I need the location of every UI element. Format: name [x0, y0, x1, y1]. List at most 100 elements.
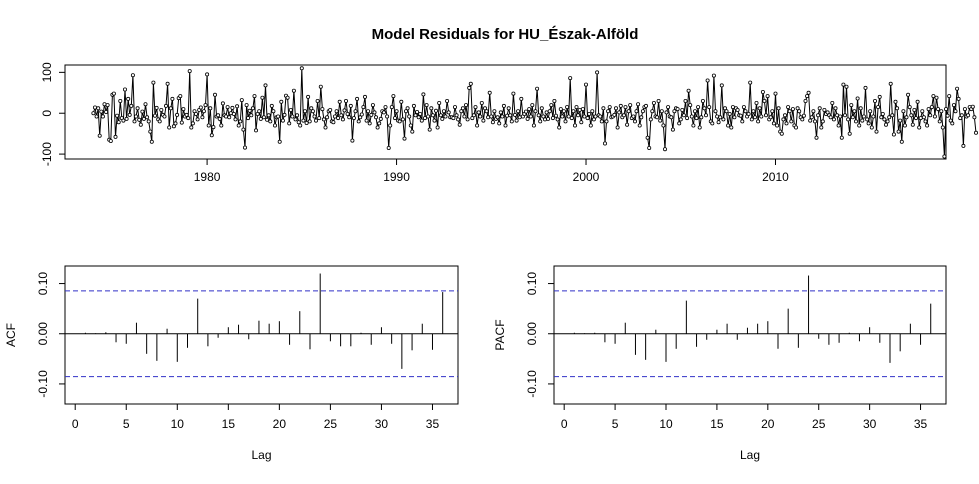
residual-point [400, 117, 405, 122]
residual-point [887, 115, 892, 120]
residual-point [669, 115, 674, 120]
residual-point [617, 110, 622, 115]
residual-point [880, 112, 885, 117]
residual-point [797, 109, 802, 114]
residual-point [655, 115, 660, 120]
residual-point [115, 113, 120, 118]
residual-point [505, 113, 510, 118]
residual-point [337, 99, 342, 104]
residual-point [361, 105, 366, 110]
residual-point [475, 123, 480, 128]
x-tick-label: 20 [273, 417, 287, 431]
residual-point [656, 99, 661, 104]
x-tick-label: 1990 [383, 170, 410, 184]
residual-point [118, 99, 123, 104]
residual-point [296, 120, 301, 125]
residual-point [388, 123, 393, 128]
residual-point [955, 86, 960, 91]
residual-point [740, 119, 745, 124]
residual-point [603, 141, 608, 146]
residual-point [839, 135, 844, 140]
residual-point [198, 105, 203, 110]
residual-point [915, 99, 920, 104]
x-tick-label: 35 [914, 417, 928, 431]
residual-point [321, 117, 326, 122]
residual-point [295, 113, 300, 118]
residual-point [626, 109, 631, 114]
residual-point [323, 125, 328, 130]
residual-point [784, 121, 789, 126]
residual-point [849, 103, 854, 108]
residual-point [855, 96, 860, 101]
residual-point [561, 109, 566, 114]
residual-point [137, 117, 142, 122]
residual-point [552, 99, 557, 104]
residual-point [595, 70, 600, 75]
residual-point [688, 103, 693, 108]
residual-point [151, 80, 156, 85]
residual-point [219, 123, 224, 128]
y-tick-label: 0.10 [525, 272, 539, 296]
residual-point [108, 138, 113, 143]
residual-point [557, 125, 562, 130]
acf-panel: 0 5 10 15 20 25 30 35 -0.10 0.00 0.10 Lag ACF [4, 265, 459, 462]
residual-point [418, 112, 423, 117]
residual-point [285, 95, 290, 100]
residual-point [715, 114, 720, 119]
residual-point [770, 109, 775, 114]
residual-point [421, 92, 426, 97]
residual-point [227, 115, 232, 120]
residual-point [756, 119, 761, 124]
residual-point [328, 108, 333, 113]
residual-point [879, 115, 884, 120]
residual-point [937, 119, 942, 124]
residual-point [601, 106, 606, 111]
residual-point [951, 103, 956, 108]
residual-point [104, 110, 109, 115]
residual-point [547, 109, 552, 114]
residual-point [373, 115, 378, 120]
residual-point [391, 94, 396, 99]
residual-point [468, 81, 473, 86]
residual-point [206, 123, 211, 128]
residual-point [813, 119, 818, 124]
residual-point [517, 115, 522, 120]
residual-point [514, 118, 519, 123]
residual-point [271, 109, 276, 114]
residual-point [869, 125, 874, 130]
residual-point [753, 115, 758, 120]
residual-point [757, 106, 762, 111]
residual-point [820, 119, 825, 124]
residual-point [787, 109, 792, 114]
residual-point [947, 94, 952, 99]
residual-point [918, 116, 923, 121]
residual-point [658, 118, 663, 123]
residual-point [471, 113, 476, 118]
residual-point [386, 145, 391, 150]
residual-point [372, 110, 377, 115]
residual-point [677, 121, 682, 126]
residual-point [569, 116, 574, 121]
residual-point [93, 105, 98, 110]
residual-point [513, 112, 518, 117]
residual-point [749, 117, 754, 122]
residual-point [866, 121, 871, 126]
residual-point [882, 117, 887, 122]
x-tick-label: 35 [426, 417, 440, 431]
residual-point [650, 109, 655, 114]
residual-point [148, 129, 153, 134]
residual-point [901, 109, 906, 114]
residual-point [195, 117, 200, 122]
residual-point [162, 114, 167, 119]
residual-point [381, 110, 386, 115]
residual-point [385, 114, 390, 119]
residual-point [244, 103, 249, 108]
residual-point [299, 66, 304, 71]
pacf-panel: 0 5 10 15 20 25 30 35 -0.10 0.00 0.10 Lag PACF [493, 265, 947, 462]
residual-point [850, 115, 855, 120]
residual-point [663, 147, 668, 152]
residual-point [99, 109, 104, 114]
residual-point [634, 109, 639, 114]
residual-point [966, 113, 971, 118]
